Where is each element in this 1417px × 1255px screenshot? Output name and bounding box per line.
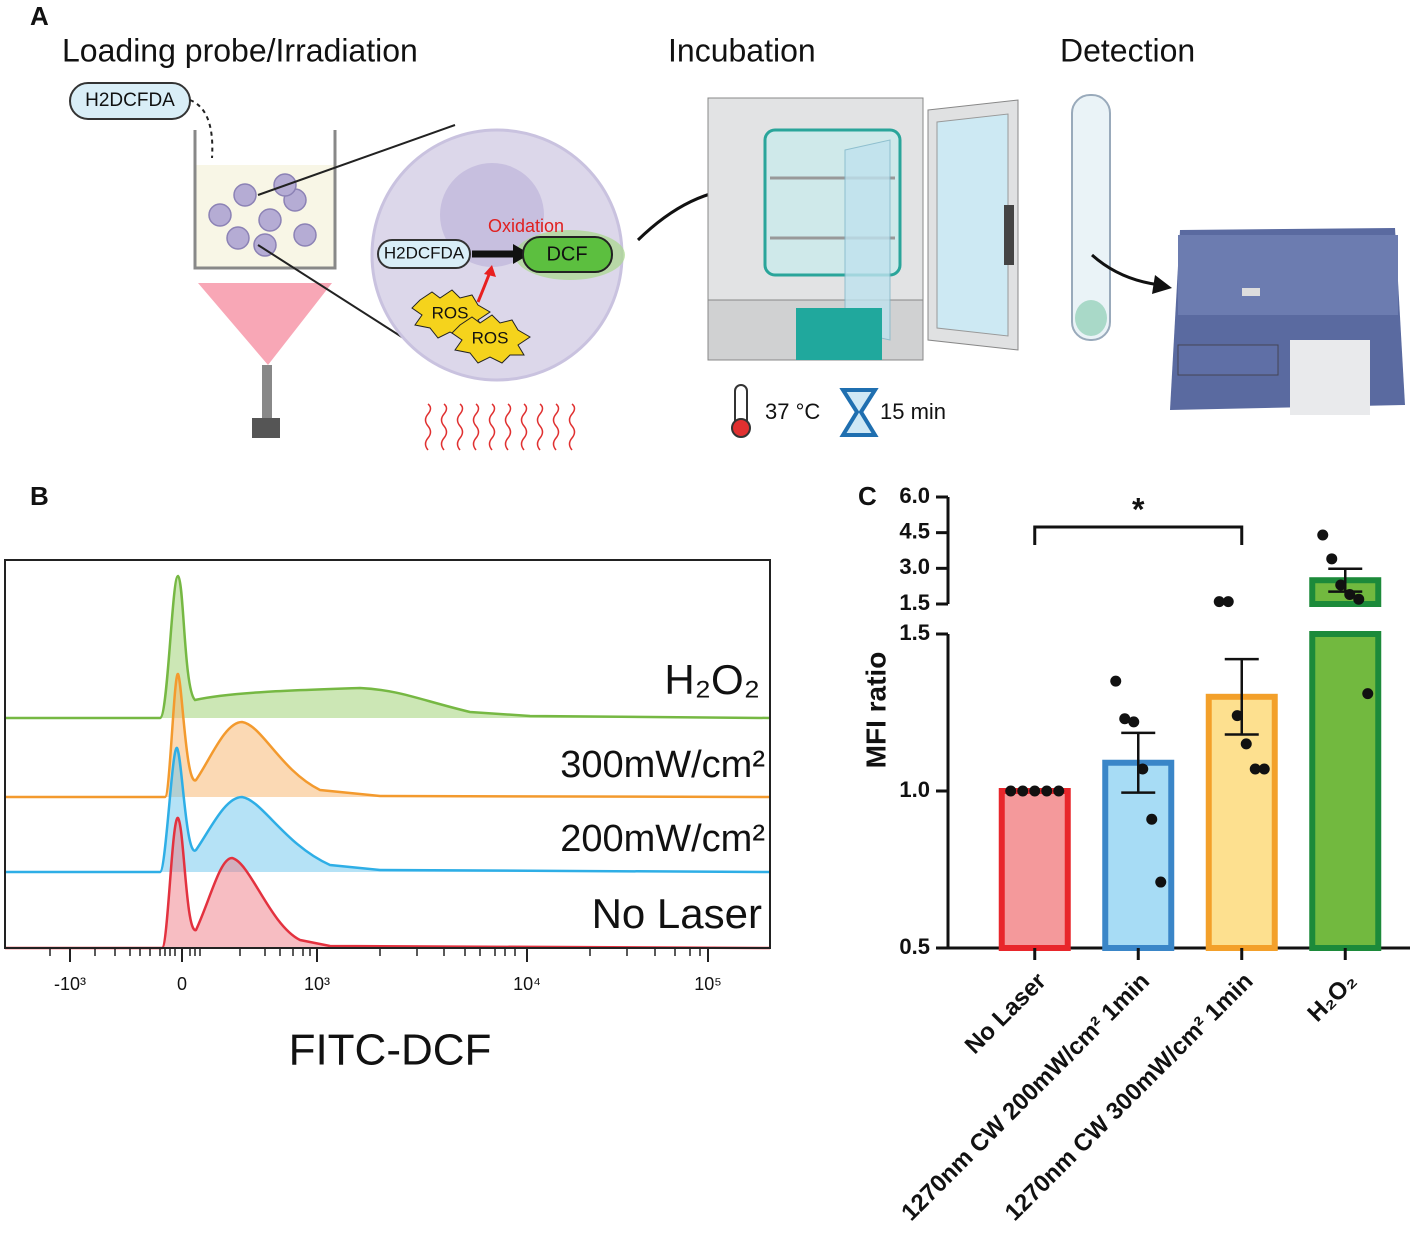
data-point <box>1213 596 1225 608</box>
wave <box>504 403 512 451</box>
data-point <box>1317 529 1329 541</box>
trace-label: No Laser <box>592 890 762 937</box>
wave <box>536 403 544 451</box>
data-point <box>1249 763 1261 775</box>
x-tick-label: 10⁴ <box>513 974 541 994</box>
y-tick-label: 3.0 <box>899 554 930 579</box>
histograms <box>4 559 771 950</box>
data-point <box>1041 785 1053 797</box>
data-point <box>1146 813 1158 825</box>
panel-label: C <box>858 481 877 511</box>
significance-label: * <box>1132 491 1145 527</box>
ros-label: ROS <box>472 328 509 347</box>
data-point <box>1137 763 1149 775</box>
bar-chart: C MFI ratio 0.5 1.0 1.5 1.5 3.0 4.5 6.0 No Lase… <box>858 481 1410 1226</box>
wave <box>552 403 560 451</box>
data-point <box>1326 553 1338 565</box>
x-tick-label: H₂O₂ <box>1302 968 1362 1028</box>
bar <box>1309 631 1382 951</box>
y-tick-label: 1.5 <box>899 620 930 645</box>
wave <box>440 403 448 451</box>
beaker-illustration <box>69 82 1405 438</box>
step-title: Loading probe/Irradiation <box>62 32 418 68</box>
significance-bracket <box>1033 525 1244 545</box>
x-tick-label: 10³ <box>304 974 330 994</box>
trace-label: 300mW/cm² <box>560 744 765 786</box>
data-point <box>1017 785 1029 797</box>
data-point <box>1005 785 1017 797</box>
y-tick-label: 0.5 <box>899 934 930 959</box>
trace-label: 200mW/cm² <box>560 818 765 860</box>
x-tick-label: 10⁵ <box>694 974 721 994</box>
probe-label: H2DCFDA <box>384 243 465 262</box>
wave <box>472 403 480 451</box>
irradiation-waves <box>424 403 576 451</box>
y-tick-label: 1.0 <box>899 777 930 802</box>
trace-label: H₂O₂ <box>664 656 760 703</box>
data-point <box>1335 579 1347 591</box>
y-tick-label: 4.5 <box>899 518 930 543</box>
y-axis-title: MFI ratio <box>860 652 891 769</box>
x-tick-label: -10³ <box>54 974 86 994</box>
condition-label: 37 °C <box>765 399 820 424</box>
reaction-label: Oxidation <box>488 216 564 236</box>
product-label: DCF <box>546 243 587 265</box>
data-point <box>1240 738 1252 750</box>
wave <box>456 403 464 451</box>
wave <box>520 403 528 451</box>
data-point <box>1053 785 1065 797</box>
x-axis-title: FITC-DCF <box>289 1026 492 1075</box>
ros-label: ROS <box>432 303 469 322</box>
panel-label: A <box>30 1 49 31</box>
data-point <box>1222 596 1234 608</box>
wave <box>568 403 576 451</box>
data-point <box>1344 588 1356 600</box>
data-point <box>1231 710 1243 722</box>
data-point <box>1029 785 1041 797</box>
data-point <box>1155 876 1167 888</box>
data-point <box>1362 688 1374 700</box>
x-axis <box>49 948 709 962</box>
step-title: Incubation <box>668 32 816 68</box>
data-point <box>1110 675 1122 687</box>
data-point <box>1353 593 1365 605</box>
data-point <box>1128 716 1140 728</box>
wave <box>424 403 432 451</box>
error-bar <box>1121 731 1156 794</box>
step-title: Detection <box>1060 32 1195 68</box>
y-tick-label: 6.0 <box>899 483 930 508</box>
x-tick-label: 0 <box>177 974 187 994</box>
probe-label: H2DCFDA <box>85 90 175 111</box>
y-tick-label: 1.5 <box>899 590 930 615</box>
data-point <box>1258 763 1270 775</box>
x-tick-label: No Laser <box>960 968 1052 1060</box>
wave <box>488 403 496 451</box>
bar <box>998 788 1071 951</box>
panel-label: B <box>30 481 49 511</box>
error-bar <box>1224 657 1259 736</box>
condition-label: 15 min <box>880 399 946 424</box>
data-point <box>1119 713 1131 725</box>
